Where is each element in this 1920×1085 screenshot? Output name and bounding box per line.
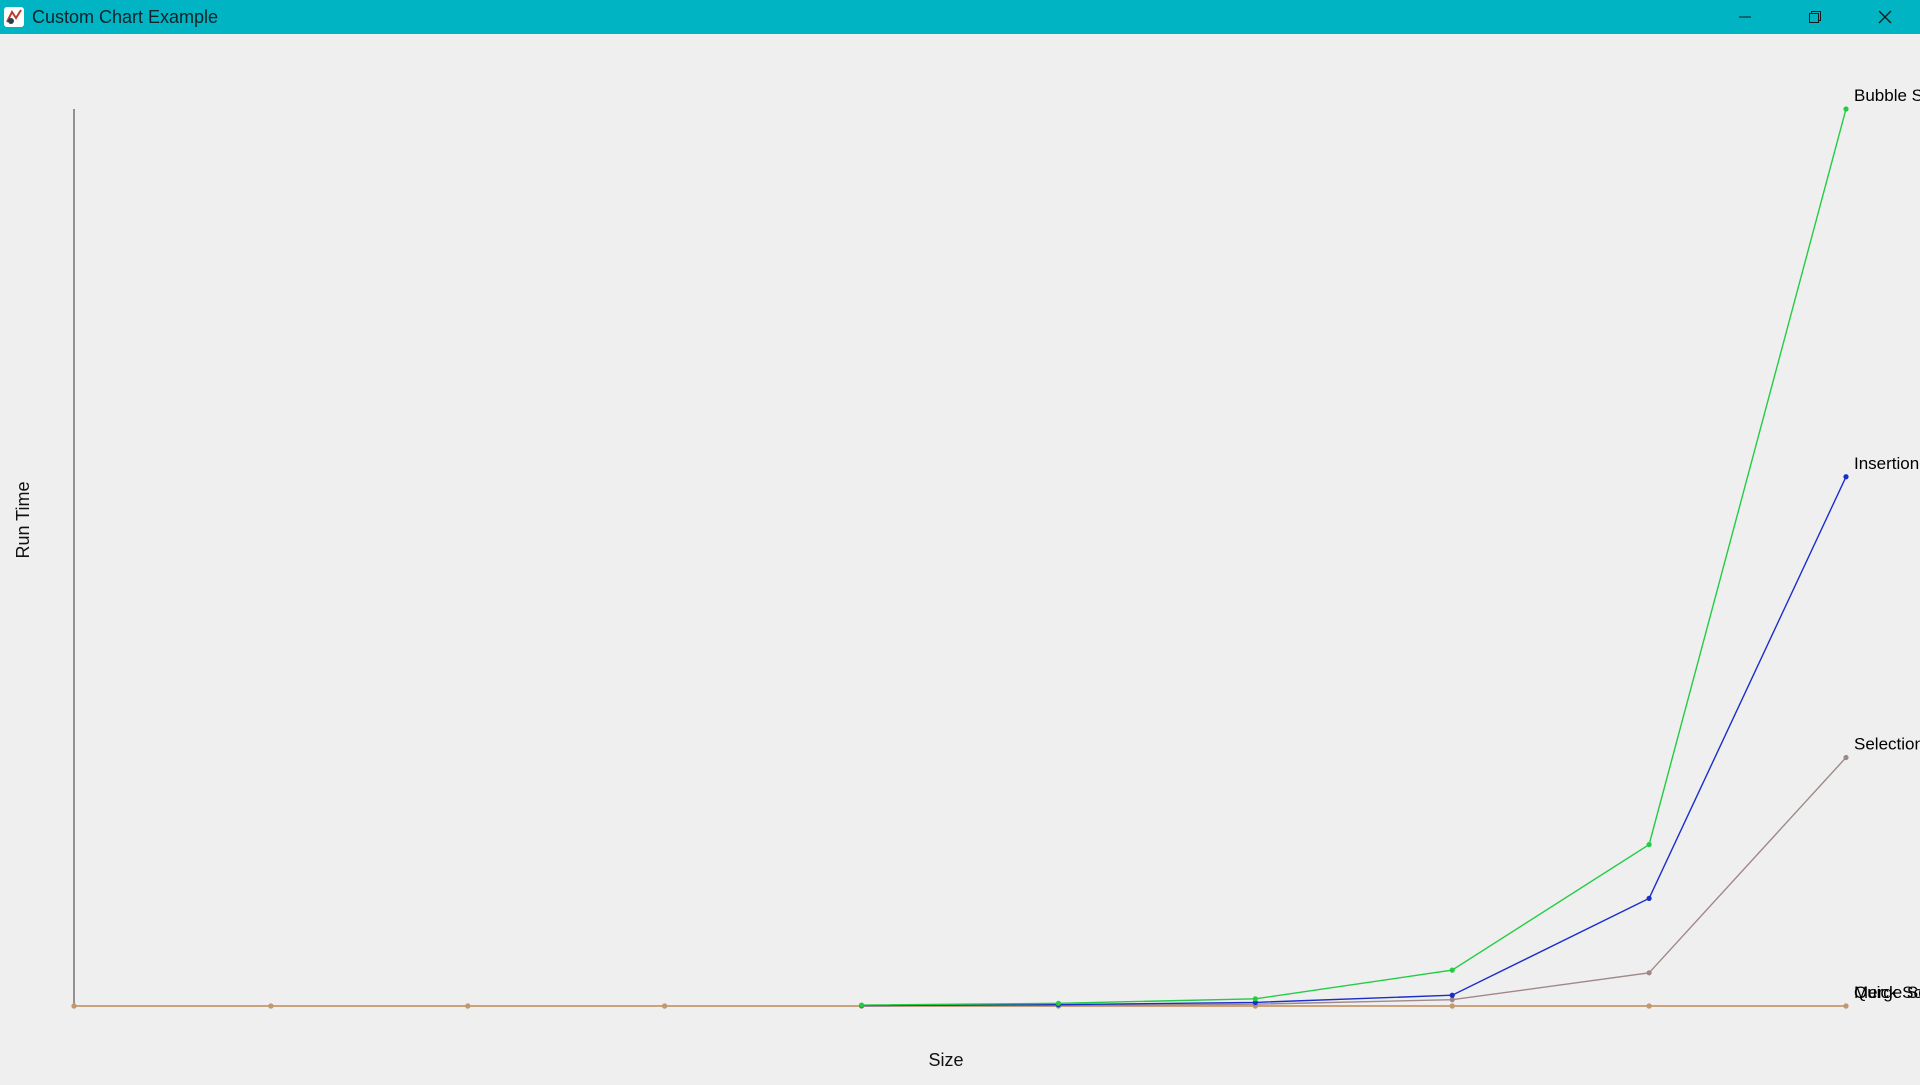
- data-point-insertion-sort-6: [1252, 999, 1258, 1006]
- series-label-insertion-sort: Insertion Sort: [1854, 454, 1920, 473]
- minimize-button[interactable]: [1710, 0, 1780, 34]
- data-point-bubble-sort-8: [1646, 841, 1652, 848]
- series-label-merge-sort: Merge Sort: [1854, 983, 1920, 1002]
- data-point-insertion-sort-7: [1449, 992, 1455, 998]
- data-point-merge-sort-8: [1646, 1003, 1652, 1009]
- chart-area: Run Time Size Quick SortMerge Sort Select…: [0, 34, 1920, 1080]
- data-point-selection-sort-7: [1449, 997, 1455, 1003]
- data-point-merge-sort-7: [1449, 1003, 1455, 1009]
- series-label-quick-sort: Quick Sort: [1854, 983, 1920, 1002]
- restore-button[interactable]: [1780, 0, 1850, 34]
- data-point-merge-sort-1: [268, 1003, 274, 1009]
- close-button[interactable]: [1850, 0, 1920, 34]
- line-chart: Run Time Size Quick SortMerge Sort Select…: [13, 86, 1920, 1070]
- y-axis-label: Run Time: [13, 481, 33, 558]
- close-icon: [1878, 10, 1892, 24]
- title-bar: Custom Chart Example: [0, 0, 1920, 34]
- data-point-merge-sort-2: [465, 1003, 471, 1009]
- data-point-bubble-sort-4: [858, 1002, 865, 1008]
- window-controls: [1710, 0, 1920, 34]
- series-line-selection-sort: [861, 757, 1847, 1007]
- series-label-selection-sort: Selection Sort: [1854, 735, 1920, 754]
- java-app-icon[interactable]: [2, 5, 26, 29]
- series-line-insertion-sort: [861, 476, 1847, 1007]
- series-selection-sort: Selection Sort: [858, 735, 1920, 1009]
- data-point-insertion-sort-9: [1843, 474, 1849, 480]
- data-point-merge-sort-3: [662, 1003, 668, 1009]
- data-point-bubble-sort-7: [1449, 967, 1455, 973]
- data-point-insertion-sort-8: [1646, 895, 1652, 901]
- data-point-merge-sort-0: [71, 1003, 77, 1009]
- window-title: Custom Chart Example: [32, 6, 219, 27]
- data-point-selection-sort-8: [1646, 970, 1652, 976]
- series-line-bubble-sort: [861, 108, 1847, 1006]
- series-layer: Quick SortMerge Sort Selection Sort Insert…: [71, 86, 1920, 1009]
- data-point-merge-sort-9: [1843, 1003, 1849, 1009]
- minimize-icon: [1739, 16, 1751, 18]
- data-point-bubble-sort-6: [1252, 996, 1258, 1002]
- x-axis-label: Size: [928, 1050, 963, 1070]
- restore-icon: [1809, 11, 1821, 23]
- series-insertion-sort: Insertion Sort: [858, 454, 1920, 1009]
- data-point-bubble-sort-5: [1055, 1000, 1062, 1006]
- series-bubble-sort: Bubble Sort: [858, 86, 1920, 1008]
- series-label-bubble-sort: Bubble Sort: [1854, 86, 1920, 105]
- data-point-selection-sort-9: [1843, 754, 1849, 761]
- data-point-bubble-sort-9: [1843, 106, 1849, 112]
